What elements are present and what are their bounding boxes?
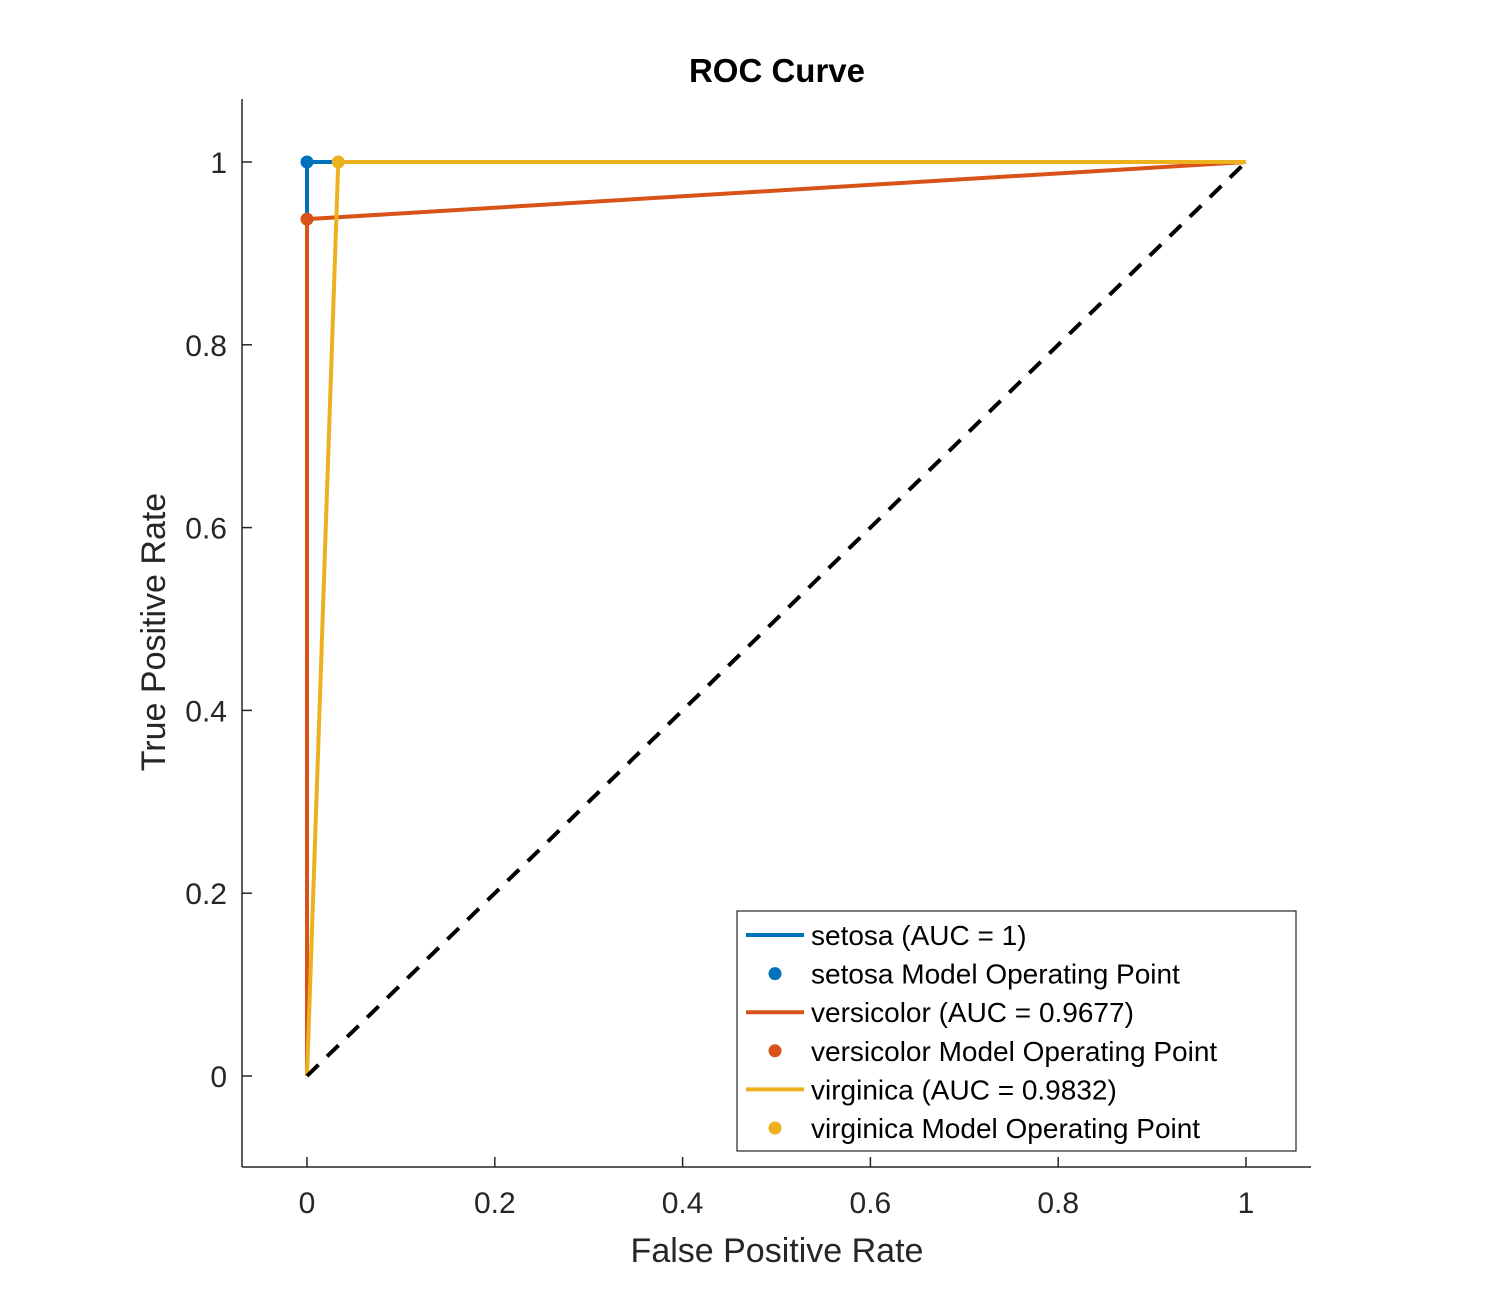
legend-entry-versicolor-curve: versicolor (AUC = 0.9677) [746,997,1134,1028]
legend-entry-versicolor-operating-point: versicolor Model Operating Point [768,1036,1217,1067]
y-tick-label: 0.2 [185,878,227,911]
legend-label: setosa Model Operating Point [811,959,1180,990]
legend-label: setosa (AUC = 1) [811,920,1027,951]
legend-box [736,910,1297,1152]
y-tick-label: 1 [210,147,227,180]
legend-entry-setosa-operating-point: setosa Model Operating Point [768,959,1180,990]
chance-diagonal-line [305,160,1248,1078]
legend-entry-virginica-curve: virginica (AUC = 0.9832) [746,1074,1117,1105]
x-axis-label: False Positive Rate [631,1232,924,1270]
operating-point-versicolor [300,212,314,226]
legend-entry-setosa-curve: setosa (AUC = 1) [746,920,1027,951]
legend: setosa (AUC = 1) setosa Model Operating P… [736,910,1297,1152]
legend-marker-swatch [768,1044,782,1058]
x-tick-label: 0 [299,1187,316,1220]
x-tick-label: 0.6 [850,1187,892,1220]
x-ticks: 0 0.2 0.4 0.6 0.8 1 [299,1157,1255,1220]
legend-label: versicolor (AUC = 0.9677) [811,997,1134,1028]
legend-label: virginica Model Operating Point [811,1113,1200,1144]
y-tick-label: 0.6 [185,513,227,546]
chart-title: ROC Curve [689,52,865,89]
y-ticks: 0 0.2 0.4 0.6 0.8 1 [185,147,252,1094]
operating-point-virginica [331,155,345,169]
x-tick-label: 0.4 [662,1187,704,1220]
x-tick-label: 0.2 [474,1187,516,1220]
legend-label: versicolor Model Operating Point [811,1036,1217,1067]
y-tick-label: 0.8 [185,330,227,363]
operating-point-setosa [300,155,314,169]
legend-marker-swatch [768,967,782,981]
legend-marker-swatch [768,1121,782,1135]
y-tick-label: 0.4 [185,695,227,728]
legend-entry-virginica-operating-point: virginica Model Operating Point [768,1113,1200,1144]
y-axis-label: True Positive Rate [135,493,173,771]
y-tick-label: 0 [210,1061,227,1094]
x-tick-label: 1 [1238,1187,1255,1220]
legend-label: virginica (AUC = 0.9832) [811,1074,1117,1105]
x-tick-label: 0.8 [1037,1187,1079,1220]
plot-area [300,155,1248,1078]
